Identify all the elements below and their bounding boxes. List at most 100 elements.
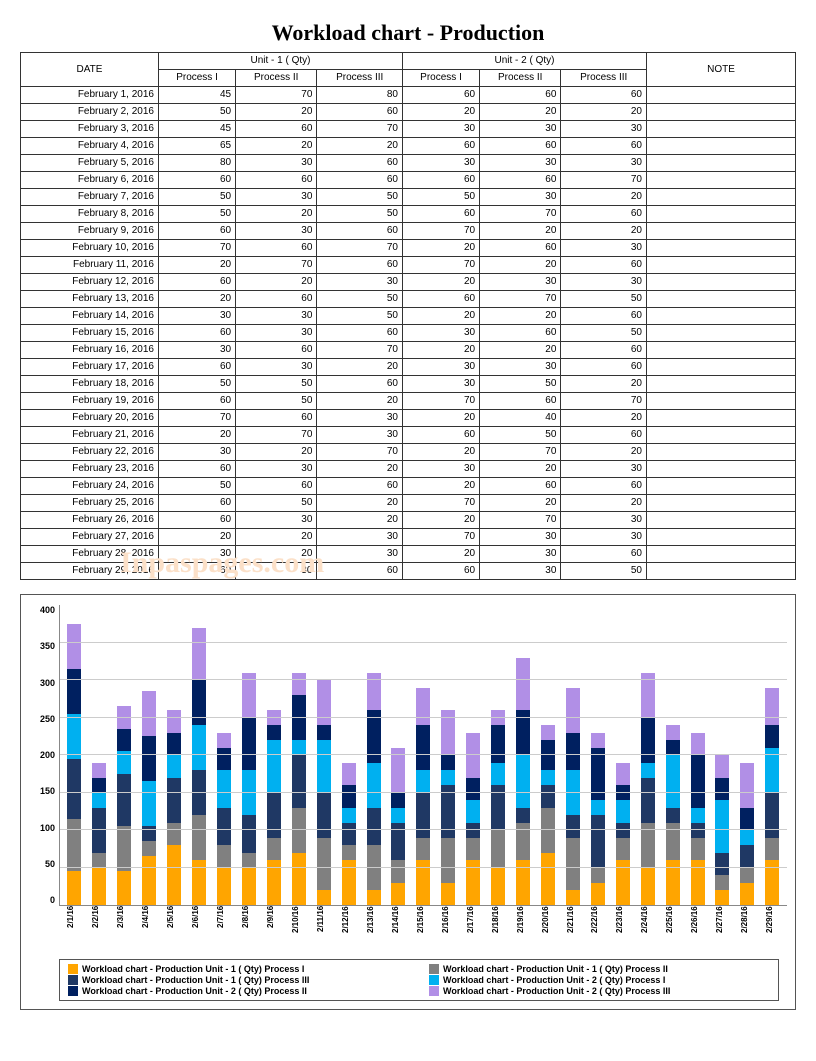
bar-segment-u2p2	[142, 736, 156, 781]
bar-segment-u1p3	[117, 774, 131, 827]
bar-segment-u2p2	[491, 725, 505, 763]
table-row: February 28, 2016302030203060	[21, 546, 796, 563]
bar-segment-u1p2	[192, 815, 206, 860]
stacked-bar	[765, 688, 779, 906]
cell-u2p3: 30	[561, 121, 647, 138]
cell-date: February 18, 2016	[21, 376, 159, 393]
x-tick-label: 2/4/16	[141, 906, 155, 949]
bar-segment-u2p1	[641, 763, 655, 778]
bar-segment-u1p2	[367, 845, 381, 890]
bar-segment-u1p3	[691, 823, 705, 838]
cell-note	[647, 104, 796, 121]
bar-segment-u1p3	[715, 853, 729, 876]
y-tick-label: 200	[29, 750, 55, 760]
cell-u1p1: 50	[158, 104, 235, 121]
cell-u1p2: 30	[236, 223, 317, 240]
x-tick-label: 2/7/16	[216, 906, 230, 949]
bar-segment-u2p3	[566, 688, 580, 733]
x-tick-label: 2/15/16	[416, 906, 430, 949]
x-tick-label: 2/17/16	[466, 906, 480, 949]
bar-segment-u2p1	[666, 755, 680, 808]
bar-segment-u1p3	[342, 823, 356, 846]
x-tick-label: 2/25/16	[665, 906, 679, 949]
cell-u2p3: 60	[561, 427, 647, 444]
bar-segment-u2p1	[317, 740, 331, 793]
col-u2p3: Process III	[561, 70, 647, 87]
cell-u2p1: 20	[402, 104, 479, 121]
bar-segment-u1p2	[691, 838, 705, 861]
cell-u2p2: 60	[480, 478, 561, 495]
bar-segment-u1p2	[67, 819, 81, 872]
bar-segment-u1p3	[591, 815, 605, 868]
col-date: DATE	[21, 53, 159, 87]
legend-label: Workload chart - Production Unit - 2 ( Q…	[443, 986, 670, 996]
grid-line	[60, 679, 787, 680]
stacked-bar	[466, 733, 480, 906]
bar-segment-u2p1	[192, 725, 206, 770]
cell-u1p2: 60	[236, 478, 317, 495]
cell-u1p1: 20	[158, 427, 235, 444]
x-tick-label: 2/12/16	[341, 906, 355, 949]
bar-segment-u1p1	[142, 856, 156, 905]
bar-segment-u2p3	[691, 733, 705, 756]
cell-u1p2: 20	[236, 104, 317, 121]
x-tick-label: 2/1/16	[66, 906, 80, 949]
bar-segment-u1p3	[242, 815, 256, 853]
cell-u1p1: 50	[158, 376, 235, 393]
cell-u2p3: 20	[561, 444, 647, 461]
bar-segment-u1p1	[591, 883, 605, 906]
cell-u2p2: 60	[480, 240, 561, 257]
cell-u1p1: 60	[158, 325, 235, 342]
bar-segment-u2p1	[566, 770, 580, 815]
table-row: February 7, 2016503050503020	[21, 189, 796, 206]
bar-segment-u2p2	[117, 729, 131, 752]
grid-line	[60, 754, 787, 755]
cell-u2p1: 30	[402, 155, 479, 172]
cell-u1p2: 70	[236, 427, 317, 444]
bar-segment-u1p3	[192, 770, 206, 815]
cell-date: February 14, 2016	[21, 308, 159, 325]
cell-note	[647, 546, 796, 563]
cell-u1p3: 30	[317, 529, 403, 546]
cell-u2p1: 20	[402, 308, 479, 325]
cell-u2p1: 60	[402, 206, 479, 223]
bar-segment-u2p3	[342, 763, 356, 786]
cell-u1p1: 60	[158, 359, 235, 376]
cell-u2p3: 60	[561, 87, 647, 104]
cell-u1p1: 60	[158, 223, 235, 240]
cell-note	[647, 189, 796, 206]
table-row: February 11, 2016207060702060	[21, 257, 796, 274]
bar-segment-u2p3	[491, 710, 505, 725]
bar-segment-u1p2	[242, 853, 256, 868]
bar-segment-u2p2	[715, 778, 729, 801]
stacked-bar	[267, 710, 281, 905]
cell-u2p1: 20	[402, 342, 479, 359]
cell-u1p1: 60	[158, 563, 235, 580]
x-tick-label: 2/14/16	[391, 906, 405, 949]
stacked-bar	[217, 733, 231, 906]
cell-u2p1: 30	[402, 325, 479, 342]
bar-segment-u1p2	[466, 838, 480, 861]
cell-u1p1: 60	[158, 461, 235, 478]
cell-note	[647, 512, 796, 529]
table-row: February 17, 2016603020303060	[21, 359, 796, 376]
bar-segment-u2p1	[217, 770, 231, 808]
bar-segment-u1p1	[715, 890, 729, 905]
col-u1p2: Process II	[236, 70, 317, 87]
cell-u2p2: 20	[480, 223, 561, 240]
bar-segment-u1p3	[317, 793, 331, 838]
cell-u2p3: 70	[561, 393, 647, 410]
bar-segment-u1p3	[292, 755, 306, 808]
cell-note	[647, 138, 796, 155]
cell-date: February 10, 2016	[21, 240, 159, 257]
cell-date: February 5, 2016	[21, 155, 159, 172]
cell-u1p1: 60	[158, 274, 235, 291]
bar-segment-u1p3	[566, 815, 580, 838]
bar-segment-u2p1	[416, 770, 430, 793]
cell-date: February 21, 2016	[21, 427, 159, 444]
legend-item: Workload chart - Production Unit - 2 ( Q…	[429, 986, 770, 996]
cell-note	[647, 495, 796, 512]
cell-u1p1: 30	[158, 444, 235, 461]
cell-u2p1: 20	[402, 410, 479, 427]
stacked-bar	[715, 755, 729, 905]
